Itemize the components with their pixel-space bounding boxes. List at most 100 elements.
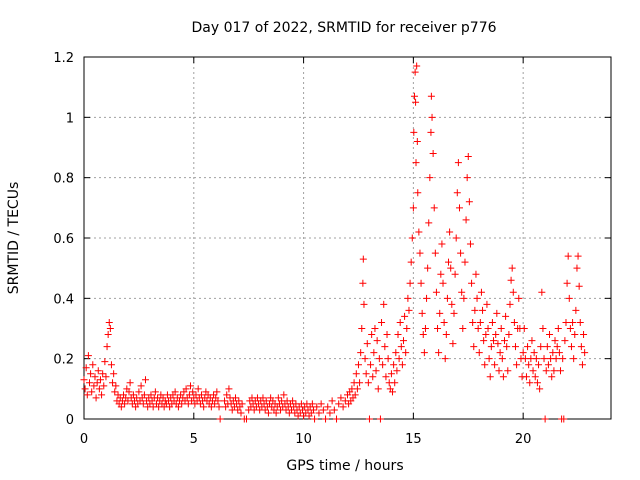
x-tick-label: 0 [80,432,88,447]
data-point [171,388,179,396]
y-tick-label: 1 [66,111,74,126]
data-point [174,403,182,411]
data-point [566,325,574,332]
data-point [427,92,435,100]
data-points [80,62,589,423]
data-point [129,391,137,399]
data-point [105,318,113,326]
data-point [432,288,440,296]
data-point [110,370,118,378]
data-point [577,343,585,351]
data-point [368,331,376,339]
data-point [356,379,364,387]
data-point [121,400,129,408]
data-point [404,294,412,302]
data-point [194,385,202,393]
y-tick-label: 0.2 [53,353,74,368]
data-point [508,264,516,272]
data-point [502,312,510,320]
data-point [474,325,482,332]
data-point [357,349,365,357]
data-point [424,264,432,272]
data-point [460,294,468,302]
data-point [543,343,551,351]
data-point [425,219,433,227]
x-tick-label: 10 [295,432,312,447]
data-point [351,391,359,399]
data-point [494,340,502,348]
data-point [413,137,421,145]
data-point [80,376,88,384]
data-point [151,388,159,396]
data-point [437,270,445,278]
data-point [370,349,378,357]
data-point [441,355,449,363]
data-point [476,318,484,326]
data-point [81,385,89,393]
data-point [576,318,584,326]
data-point [125,388,133,396]
y-axis-label: SRMTID / TECUs [6,182,22,295]
data-point [216,415,224,423]
y-tick-label: 0.6 [53,232,74,247]
data-point [104,331,112,339]
data-point [541,415,549,423]
data-point [562,318,570,326]
data-point [389,388,397,396]
data-point [184,400,192,408]
data-point [573,264,581,272]
data-point [235,397,243,405]
data-point [438,240,446,248]
data-point [361,355,369,363]
data-point [472,270,480,278]
data-point [358,325,366,332]
data-point [431,249,439,257]
data-point [464,153,472,161]
data-point [427,128,435,136]
data-point [225,385,233,393]
data-point [390,361,398,369]
data-point [428,113,436,121]
data-point [111,388,119,396]
data-point [493,309,501,317]
data-point [280,391,288,399]
data-point [484,325,492,332]
data-point [402,349,410,357]
data-point [92,394,100,402]
data-point [352,370,360,378]
data-point [503,343,511,351]
data-point [383,331,391,339]
data-point [317,400,325,408]
data-point [483,300,491,308]
data-point [232,394,240,402]
data-point [395,355,403,363]
data-point [486,373,494,381]
data-point [440,318,448,326]
data-point [335,400,343,408]
data-point [487,343,495,351]
data-point [452,234,460,242]
data-point [501,337,509,345]
data-point [454,159,462,167]
data-point [242,415,250,423]
data-point [333,415,341,423]
x-tick-label: 20 [515,432,532,447]
data-point [112,382,120,390]
data-point [178,400,186,408]
data-point [185,391,193,399]
data-point [397,343,405,351]
data-point [372,367,380,375]
data-point [569,318,577,326]
data-point [311,415,319,423]
data-point [371,325,379,332]
data-point [450,309,458,317]
data-point [408,234,416,242]
data-point [458,288,466,296]
data-point [565,294,573,302]
data-point [391,379,399,387]
data-point [359,279,367,287]
y-tick-label: 0 [66,413,74,428]
data-point [520,325,528,332]
data-point [100,382,108,390]
data-point [394,331,402,339]
